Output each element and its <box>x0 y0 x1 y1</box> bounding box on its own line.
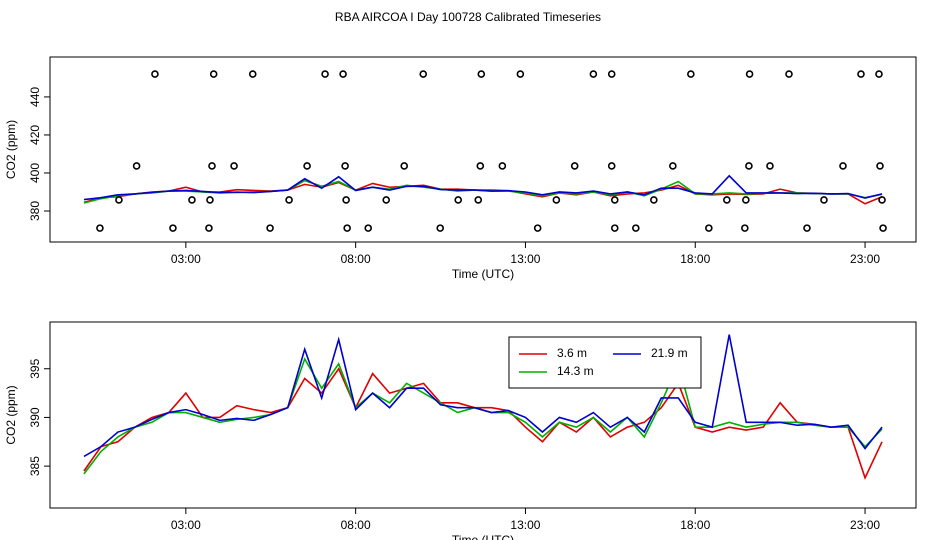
x-tick-label: 23:00 <box>850 518 880 532</box>
marker-point <box>454 196 463 204</box>
marker-point <box>839 162 847 170</box>
marker-point <box>705 224 713 232</box>
marker-point <box>96 224 104 232</box>
x-tick-label: 03:00 <box>171 518 201 532</box>
legend-label: 3.6 m <box>557 346 587 360</box>
x-tick-label: 18:00 <box>680 518 710 532</box>
marker-point <box>516 70 525 78</box>
chart-title: RBA AIRCOA I Day 100728 Calibrated Times… <box>335 10 601 24</box>
marker-point <box>230 162 238 170</box>
marker-point <box>687 70 695 78</box>
legend-label: 14.3 m <box>557 364 594 378</box>
series-line <box>83 174 883 201</box>
x-tick-label: 08:00 <box>341 252 371 266</box>
x-tick-label: 13:00 <box>510 518 540 532</box>
marker-point <box>115 196 123 204</box>
marker-point <box>382 196 391 204</box>
marker-point <box>321 70 329 78</box>
marker-point <box>650 196 658 204</box>
marker-point <box>285 196 293 204</box>
y-tick-label: 380 <box>28 201 42 221</box>
y-axis-label: CO2 (ppm) <box>4 385 18 444</box>
marker-point <box>589 70 598 78</box>
marker-point <box>766 162 774 170</box>
marker-point <box>476 162 485 170</box>
marker-point <box>205 224 213 232</box>
marker-point <box>474 196 483 204</box>
marker-point <box>820 196 828 204</box>
series-line <box>83 334 883 458</box>
marker-point <box>803 224 811 232</box>
y-tick-label: 420 <box>28 125 42 145</box>
y-tick-label: 385 <box>28 456 42 476</box>
y-tick-label: 390 <box>28 407 42 427</box>
marker-point <box>878 196 886 204</box>
marker-point <box>266 224 274 232</box>
marker-point <box>339 70 347 78</box>
marker-point <box>188 196 196 204</box>
x-tick-label: 13:00 <box>510 252 540 266</box>
marker-point <box>669 162 677 170</box>
marker-point <box>607 162 616 170</box>
marker-point <box>169 224 177 232</box>
marker-point <box>723 196 731 204</box>
marker-point <box>436 224 445 232</box>
marker-point <box>533 224 542 232</box>
marker-point <box>419 70 428 78</box>
marker-point <box>151 70 159 78</box>
marker-point <box>879 224 887 232</box>
marker-point <box>632 224 640 232</box>
marker-point <box>498 162 507 170</box>
marker-point <box>552 196 561 204</box>
marker-point <box>208 162 216 170</box>
marker-point <box>741 224 749 232</box>
marker-point <box>745 70 754 78</box>
marker-point <box>610 196 619 204</box>
marker-point <box>876 162 884 170</box>
y-tick-label: 440 <box>28 87 42 107</box>
y-axis-label: CO2 (ppm) <box>4 120 18 179</box>
legend-box <box>508 336 702 389</box>
marker-point <box>364 224 373 232</box>
marker-point <box>209 70 218 78</box>
marker-point <box>341 162 349 170</box>
x-tick-label: 23:00 <box>850 252 880 266</box>
marker-point <box>343 224 351 232</box>
y-tick-label: 400 <box>28 163 42 183</box>
x-axis-label: Time (UTC) <box>452 267 514 281</box>
marker-point <box>570 162 579 170</box>
marker-point <box>206 196 214 204</box>
marker-point <box>857 70 865 78</box>
marker-point <box>400 162 409 170</box>
marker-point <box>342 196 350 204</box>
x-tick-label: 03:00 <box>171 252 201 266</box>
marker-point <box>742 196 750 204</box>
x-axis-label: Time (UTC) <box>452 533 514 540</box>
x-tick-label: 08:00 <box>341 518 371 532</box>
marker-point <box>745 162 753 170</box>
series-line <box>83 357 883 475</box>
marker-point <box>248 70 257 78</box>
plot-frame <box>49 56 917 243</box>
series-line <box>83 367 883 480</box>
marker-point <box>875 70 883 78</box>
marker-point <box>785 70 793 78</box>
plot-frame <box>49 321 917 509</box>
marker-point <box>610 224 619 232</box>
y-tick-label: 395 <box>28 358 42 378</box>
x-tick-label: 18:00 <box>680 252 710 266</box>
marker-point <box>303 162 311 170</box>
marker-point <box>477 70 486 78</box>
marker-point <box>132 162 141 170</box>
legend-label: 21.9 m <box>651 346 688 360</box>
marker-point <box>607 70 616 78</box>
